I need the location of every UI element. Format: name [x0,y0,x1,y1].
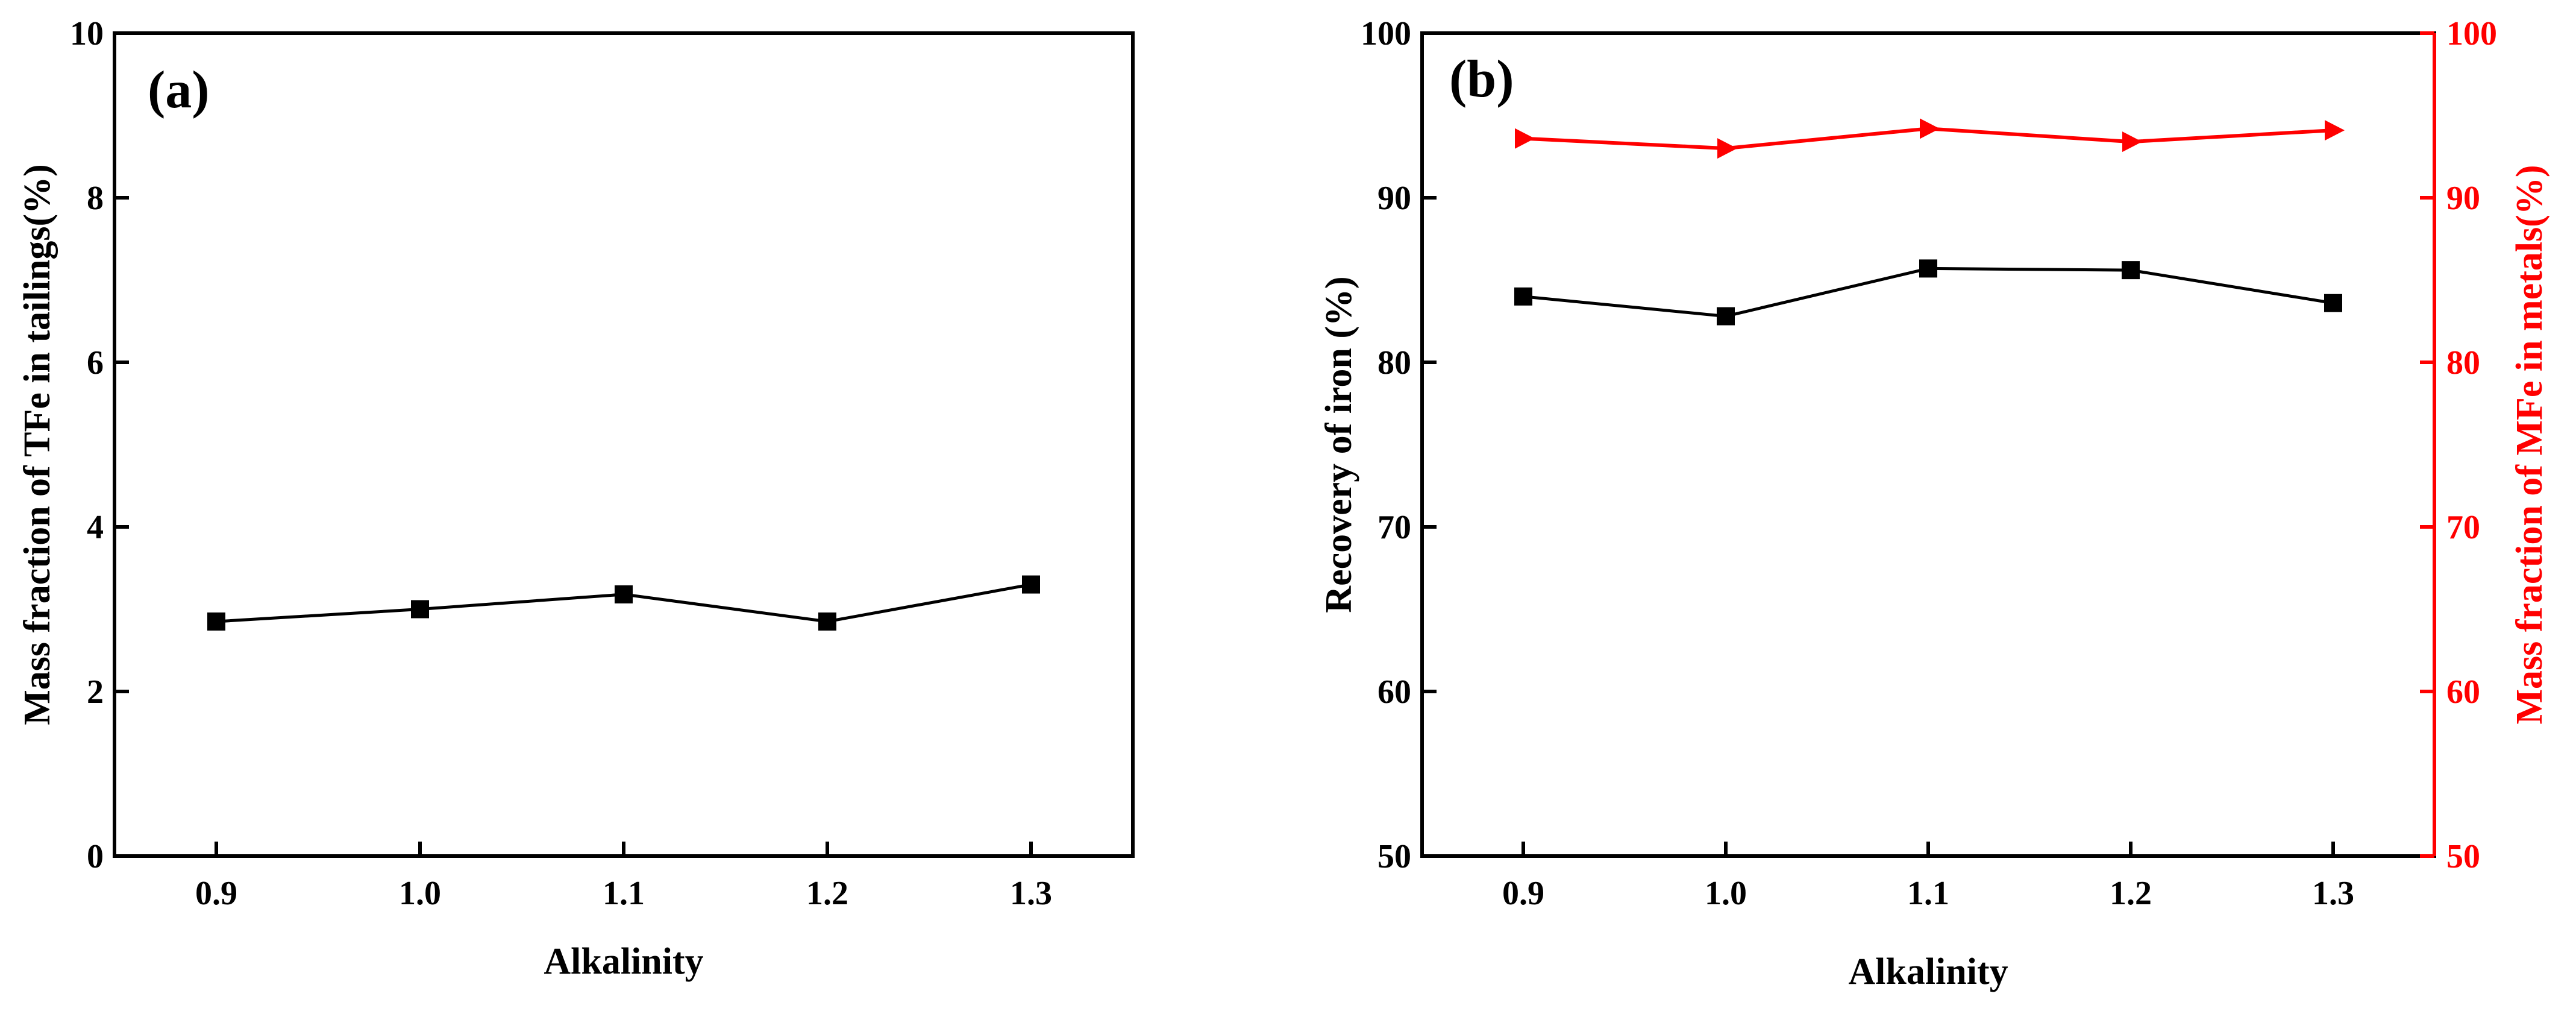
panel-a-series-0-marker [615,585,633,603]
panel-b-y-tick-label: 50 [1377,838,1411,875]
panel-a-series-0-marker [411,600,429,619]
panel-a-y-ticks: 0 2 4 6 8 10 [70,15,129,875]
panel-b: 50 60 70 80 90 100 50 60 70 80 90 100 0.9 1.0 1.1 1.2… [1318,15,2550,992]
panel-a: 0 2 4 6 8 10 0.9 1.0 1.1 1.2 1.3 (a) Alkalinity M… [17,15,1135,982]
panel-b-left-y-ticks: 50 60 70 80 90 100 [1361,15,1437,875]
panel-b-x-tick-label: 0.9 [1502,875,1544,912]
panel-a-x-axis-label: Alkalinity [544,941,703,982]
panel-a-plot-frame [113,31,1135,858]
panel-a-x-tick-label: 1.1 [603,875,645,912]
panel-b-y-tick-label: 70 [1377,509,1411,546]
panel-b-y-tick-label: 100 [1361,15,1411,52]
panel-b-x-tick-label: 1.1 [1907,875,1949,912]
panel-b-plot-frame [1420,31,2436,858]
panel-b-series-1-marker [1920,118,1940,139]
panel-a-series-0-marker [207,612,225,631]
panel-a-x-ticks: 0.9 1.0 1.1 1.2 1.3 [195,842,1052,912]
panel-b-series-0-marker [1514,287,1532,306]
panel-b-series-0-marker [2122,261,2140,280]
panel-b-right-y-tick-label: 100 [2446,15,2497,52]
panel-b-right-y-tick-label: 60 [2446,673,2480,711]
panel-b-x-tick-label: 1.0 [1705,875,1747,912]
panel-b-right-y-ticks: 50 60 70 80 90 100 [2420,15,2497,875]
panel-b-left-y-axis-label: Recovery of iron (%) [1318,276,1359,612]
panel-b-series-0-marker [1717,307,1735,326]
panel-a-y-tick-label: 4 [87,509,104,546]
panel-b-label: (b) [1449,50,1514,109]
panel-b-right-y-tick-label: 50 [2446,838,2480,875]
panel-b-y-tick-label: 80 [1377,344,1411,382]
panel-b-x-tick-label: 1.2 [2110,875,2152,912]
panel-a-series-0-marker [1022,575,1040,594]
panel-a-y-tick-label: 6 [87,344,104,382]
panel-a-series [207,575,1040,631]
panel-b-x-ticks: 0.9 1.0 1.1 1.2 1.3 [1502,842,2354,912]
panel-a-series-0-marker [818,612,836,631]
panel-a-label: (a) [148,61,210,119]
panel-a-y-tick-label: 2 [87,673,104,711]
panel-b-x-axis-label: Alkalinity [1848,951,2008,992]
panel-b-right-y-tick-label: 70 [2446,509,2480,546]
panel-a-y-axis-label: Mass fraction of TFe in tailings(%) [17,164,58,725]
panel-a-y-tick-label: 10 [70,15,104,52]
panel-a-x-tick-label: 1.3 [1010,875,1052,912]
panel-b-right-y-tick-label: 80 [2446,344,2480,382]
panel-a-y-tick-label: 8 [87,180,104,217]
panel-a-x-tick-label: 1.2 [806,875,848,912]
panel-b-series-0-marker [2324,294,2342,312]
panel-a-x-tick-label: 1.0 [399,875,441,912]
panel-b-series-1-marker [2325,120,2345,141]
panel-b-series-1-marker [2122,131,2142,153]
panel-a-x-tick-label: 0.9 [195,875,237,912]
panel-b-y-tick-label: 60 [1377,673,1411,711]
panel-b-y-tick-label: 90 [1377,180,1411,217]
panel-a-y-tick-label: 0 [87,838,104,875]
panel-b-series [1514,118,2345,326]
panel-b-right-y-axis-label: Mass fraction of MFe in metals(%) [2509,165,2550,724]
panel-b-series-1-marker [1717,138,1737,159]
panel-b-right-y-tick-label: 90 [2446,180,2480,217]
panel-b-x-tick-label: 1.3 [2312,875,2354,912]
panel-b-series-1-marker [1515,128,1535,149]
panel-b-series-0-marker [1919,259,1937,278]
